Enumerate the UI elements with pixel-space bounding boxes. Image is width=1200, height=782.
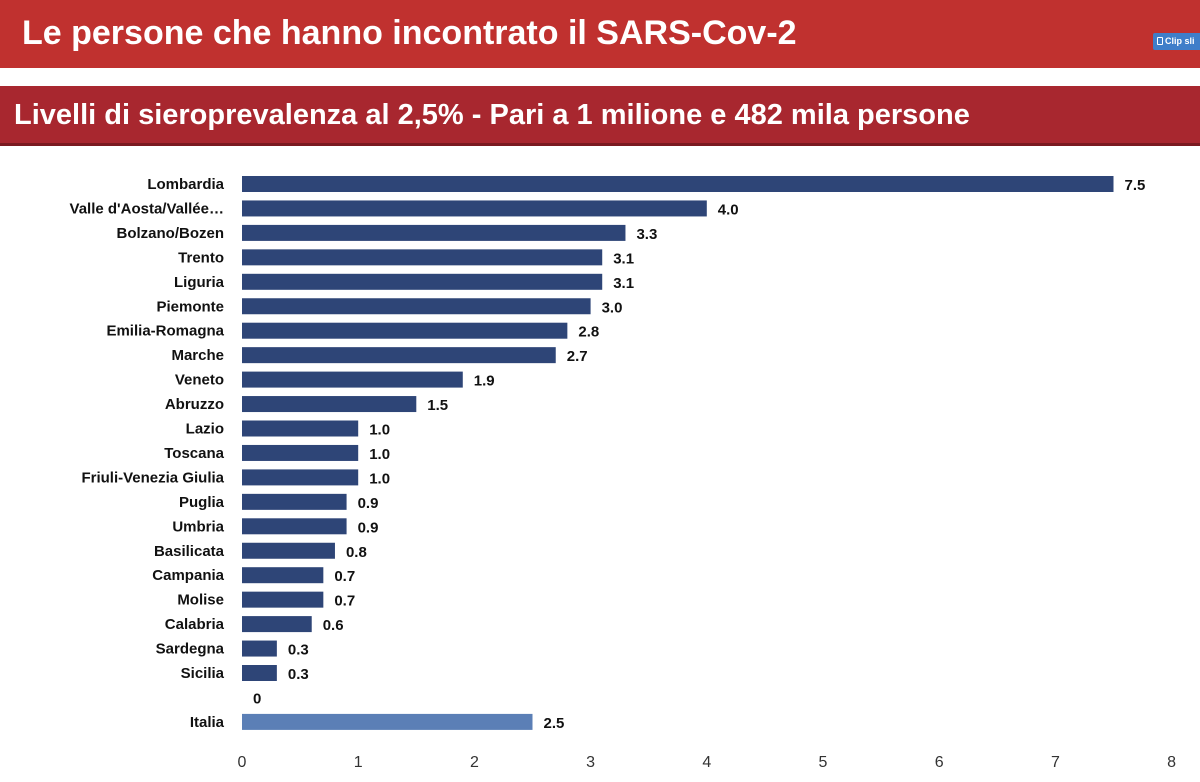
value-label: 2.7 — [567, 348, 588, 365]
value-label: 3.1 — [613, 275, 634, 292]
category-label: Friuli-Venezia Giulia — [81, 469, 224, 486]
value-label: 0.8 — [346, 544, 367, 561]
value-label: 0.7 — [334, 593, 355, 610]
x-tick-label: 1 — [354, 754, 363, 771]
category-label: Basilicata — [154, 543, 225, 560]
value-label: 0.3 — [288, 642, 309, 659]
value-label: 0 — [253, 690, 261, 707]
x-tick-label: 0 — [238, 754, 247, 771]
subtitle-banner: Livelli di sieroprevalenza al 2,5% - Par… — [0, 86, 1200, 146]
bar — [242, 298, 591, 315]
value-label: 0.9 — [358, 519, 379, 536]
bar — [242, 273, 603, 290]
value-label: 4.0 — [718, 201, 739, 218]
bar — [242, 518, 347, 535]
category-label: Trento — [178, 249, 224, 266]
bar — [242, 542, 335, 559]
bar — [242, 249, 603, 266]
page-title: Le persone che hanno incontrato il SARS-… — [22, 14, 797, 52]
bar — [242, 176, 1114, 192]
category-label: Sicilia — [181, 665, 225, 682]
value-label: 1.5 — [427, 397, 448, 414]
bar — [242, 616, 312, 633]
value-label: 0.3 — [288, 666, 309, 683]
clip-slide-button[interactable]: Clip sli — [1153, 33, 1200, 50]
bar — [242, 567, 324, 584]
value-label: 1.0 — [369, 422, 390, 439]
x-tick-label: 4 — [702, 754, 711, 771]
bar — [242, 322, 568, 339]
category-label: Veneto — [175, 372, 224, 389]
bar — [242, 469, 359, 486]
category-label: Sardegna — [156, 641, 225, 658]
bar — [242, 396, 417, 413]
category-label: Lombardia — [147, 176, 224, 193]
category-label: Umbria — [172, 518, 224, 535]
category-label: Calabria — [165, 616, 225, 633]
x-tick-label: 7 — [1051, 754, 1060, 771]
category-label: Piemonte — [156, 298, 224, 315]
clip-button-label: Clip sli — [1165, 36, 1195, 46]
x-tick-label: 3 — [586, 754, 595, 771]
bar — [242, 371, 463, 388]
category-label: Abruzzo — [165, 396, 224, 413]
category-label: Campania — [152, 567, 224, 584]
value-label: 1.0 — [369, 470, 390, 487]
category-label: Valle d'Aosta/Vallée… — [70, 200, 224, 217]
category-label: Molise — [177, 592, 224, 609]
category-label: Marche — [171, 347, 224, 364]
value-label: 1.0 — [369, 446, 390, 463]
value-label: 0.7 — [334, 568, 355, 585]
value-label: 1.9 — [474, 373, 495, 390]
bar — [242, 347, 556, 364]
value-label: 2.5 — [544, 715, 565, 732]
x-tick-label: 8 — [1167, 754, 1176, 771]
page-subtitle: Livelli di sieroprevalenza al 2,5% - Par… — [14, 99, 970, 131]
bar — [242, 493, 347, 510]
title-banner: Le persone che hanno incontrato il SARS-… — [0, 0, 1200, 68]
value-label: 2.8 — [578, 324, 599, 341]
value-label: 3.0 — [602, 299, 623, 316]
value-label: 0.9 — [358, 495, 379, 512]
bar-highlight — [242, 713, 533, 730]
category-label: Lazio — [186, 421, 224, 438]
category-label: Liguria — [174, 274, 225, 291]
bar — [242, 665, 277, 681]
x-tick-label: 2 — [470, 754, 479, 771]
value-label: 7.5 — [1125, 177, 1146, 194]
category-label: Puglia — [179, 494, 225, 511]
category-label: Italia — [190, 714, 225, 731]
category-label: Toscana — [164, 445, 224, 462]
value-label: 3.3 — [636, 226, 657, 243]
value-label: 0.6 — [323, 617, 344, 634]
clip-icon — [1157, 37, 1163, 45]
bar — [242, 591, 324, 608]
bar — [242, 224, 626, 241]
category-label: Bolzano/Bozen — [117, 225, 225, 242]
bar — [242, 444, 359, 461]
category-label: Emilia-Romagna — [106, 323, 224, 340]
bar — [242, 420, 359, 437]
bar — [242, 200, 707, 217]
x-tick-label: 5 — [819, 754, 828, 771]
value-label: 3.1 — [613, 250, 634, 267]
x-tick-label: 6 — [935, 754, 944, 771]
bar — [242, 640, 277, 657]
